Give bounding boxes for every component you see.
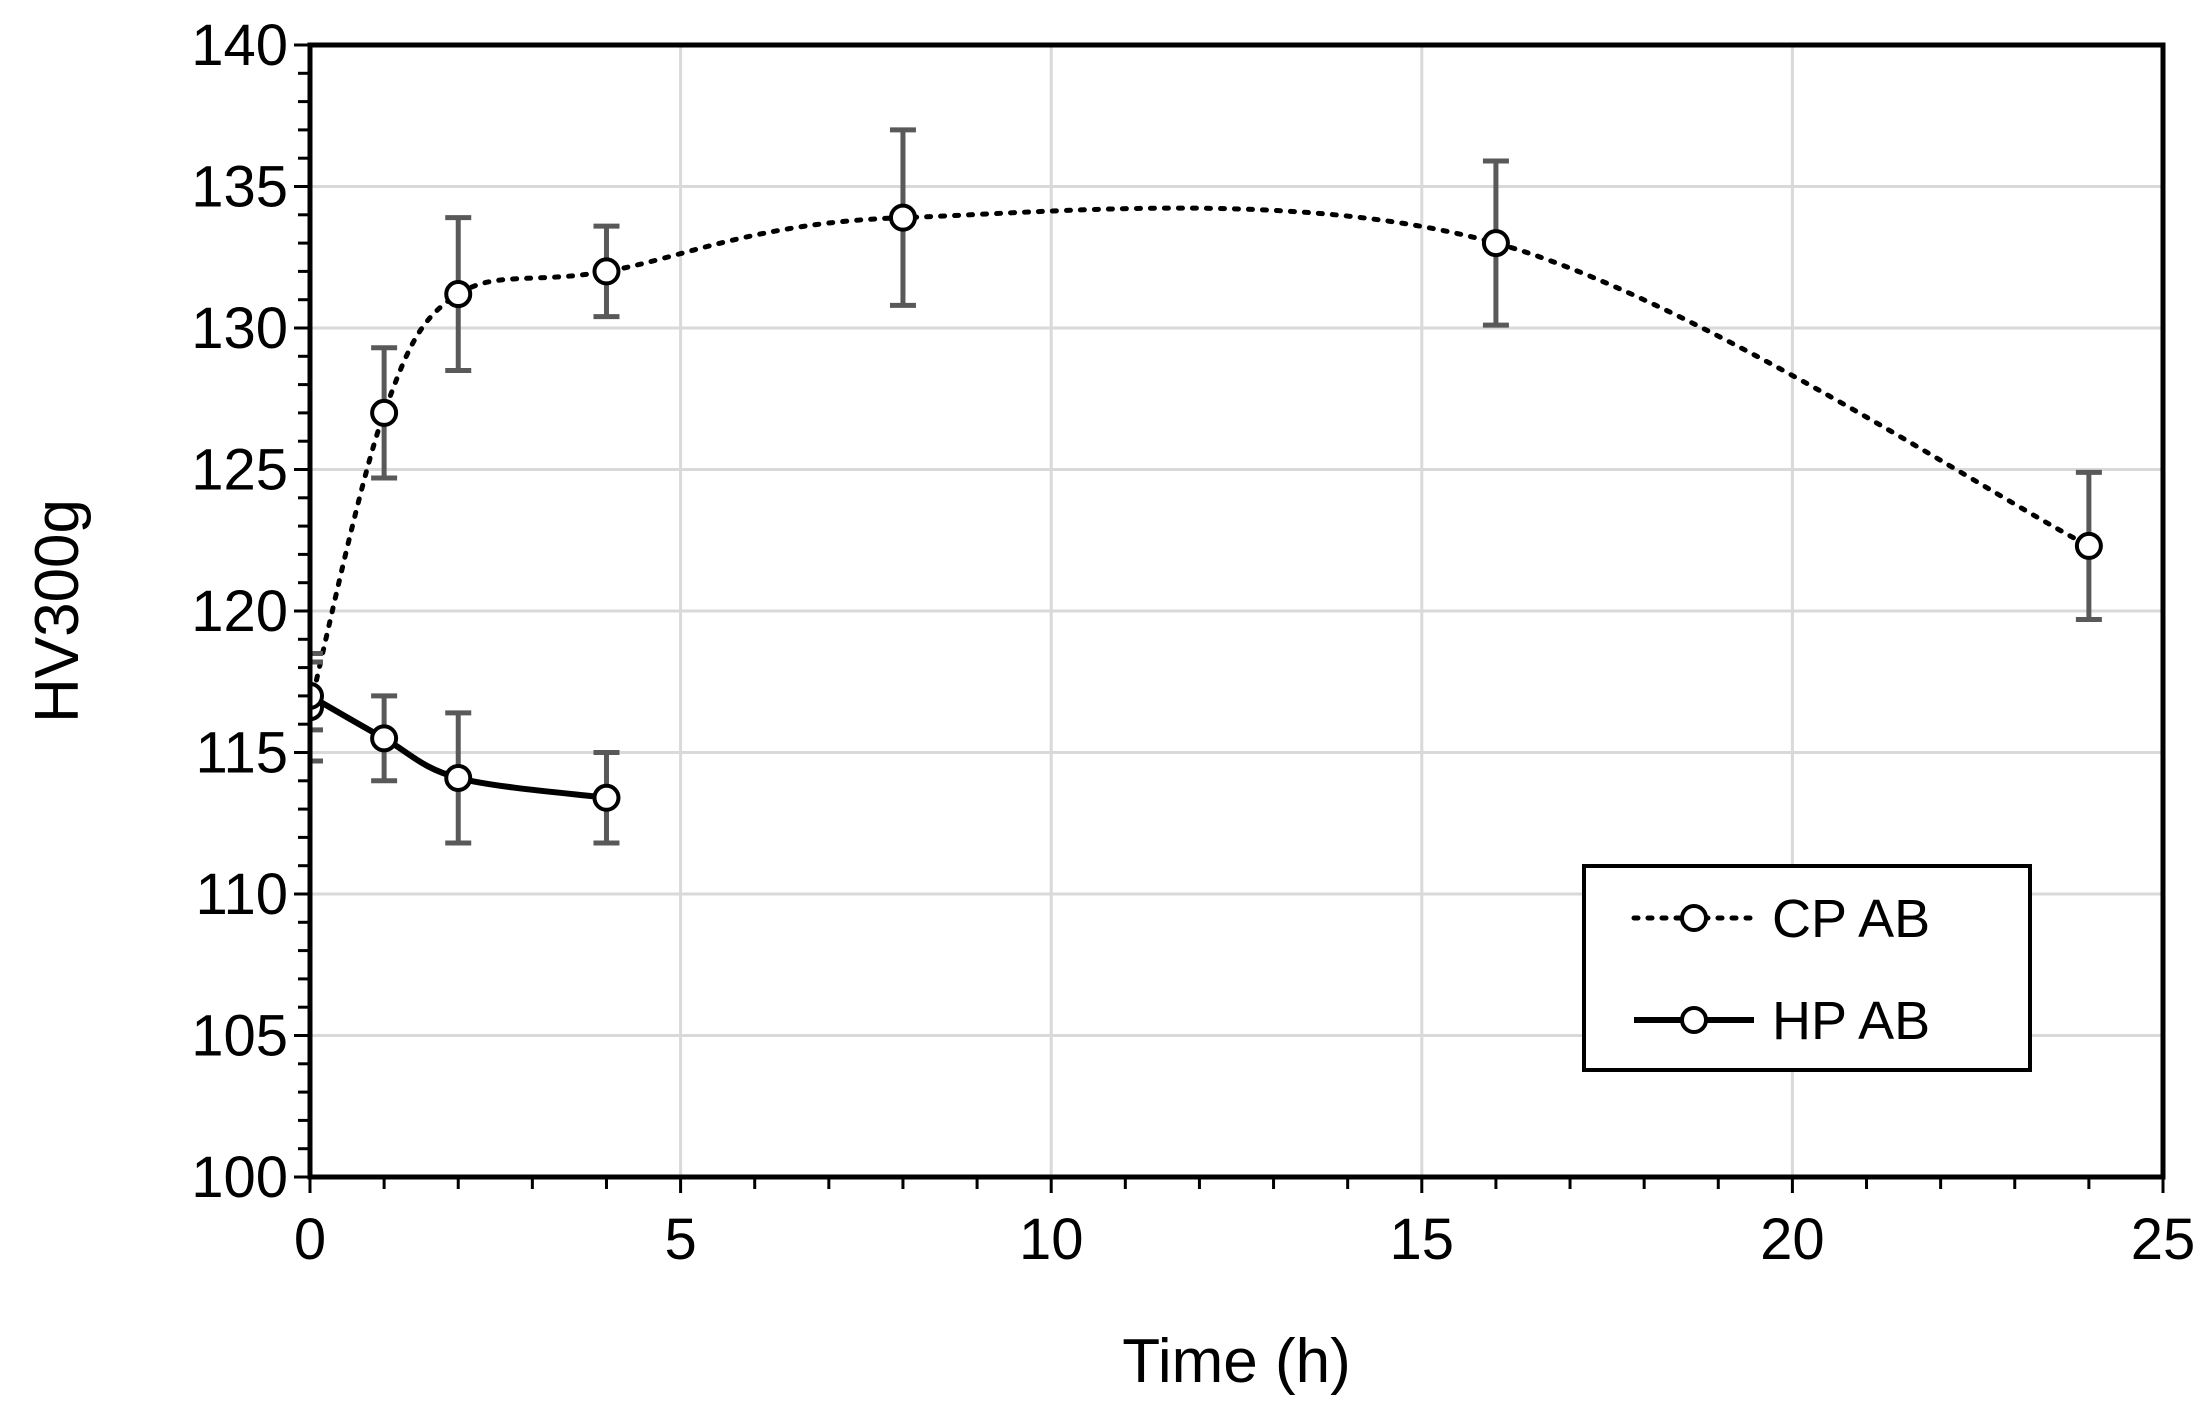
x-tick-label: 5 [664, 1207, 696, 1272]
x-tick-label: 15 [1390, 1207, 1455, 1272]
data-point [370, 724, 399, 753]
legend-marker [1680, 904, 1708, 932]
x-tick-label: 10 [1019, 1207, 1084, 1272]
series-line [310, 205, 2092, 710]
y-tick-label: 130 [191, 296, 288, 361]
data-point [888, 203, 917, 232]
legend: CP AB HP AB [1582, 864, 2032, 1072]
series-cp-ab [310, 127, 2103, 764]
legend-marker [1680, 1006, 1708, 1034]
x-tick-label: 0 [294, 1207, 326, 1272]
y-tick-label: 115 [196, 721, 288, 786]
y-tick-label: 105 [191, 1004, 288, 1069]
y-tick-label: 140 [191, 13, 288, 78]
series-line [310, 693, 607, 801]
series-layer [310, 127, 2103, 846]
legend-box [1582, 864, 2032, 1072]
data-point [444, 763, 473, 792]
y-tick-label: 110 [196, 862, 288, 927]
y-axis-title: HV300g [23, 499, 92, 723]
series-hp-ab [310, 659, 621, 846]
error-bar [310, 659, 323, 733]
legend-item: HP AB [1634, 991, 1930, 1051]
y-tick-label: 125 [191, 438, 288, 503]
data-point [592, 783, 621, 812]
legend-label: HP AB [1772, 991, 1930, 1051]
y-tick-label: 100 [191, 1145, 288, 1210]
data-point [2074, 531, 2103, 560]
data-point [592, 257, 621, 286]
data-point [444, 280, 473, 309]
data-point [1481, 229, 1510, 258]
data-point [310, 681, 324, 710]
x-tick-label: 20 [1760, 1207, 1825, 1272]
axes: 0 5 10 15 20 25 100 105 110 115 120 125 130 135 140 [191, 13, 2195, 1272]
data-point [370, 398, 399, 427]
y-tick-label: 135 [191, 155, 288, 220]
legend-item: CP AB [1631, 889, 1930, 949]
legend-label: CP AB [1772, 889, 1930, 949]
error-bar [310, 650, 323, 764]
x-axis-title: Time (h) [1122, 1327, 1350, 1396]
x-tick-label: 25 [2131, 1207, 2196, 1272]
y-tick-label: 120 [191, 579, 288, 644]
